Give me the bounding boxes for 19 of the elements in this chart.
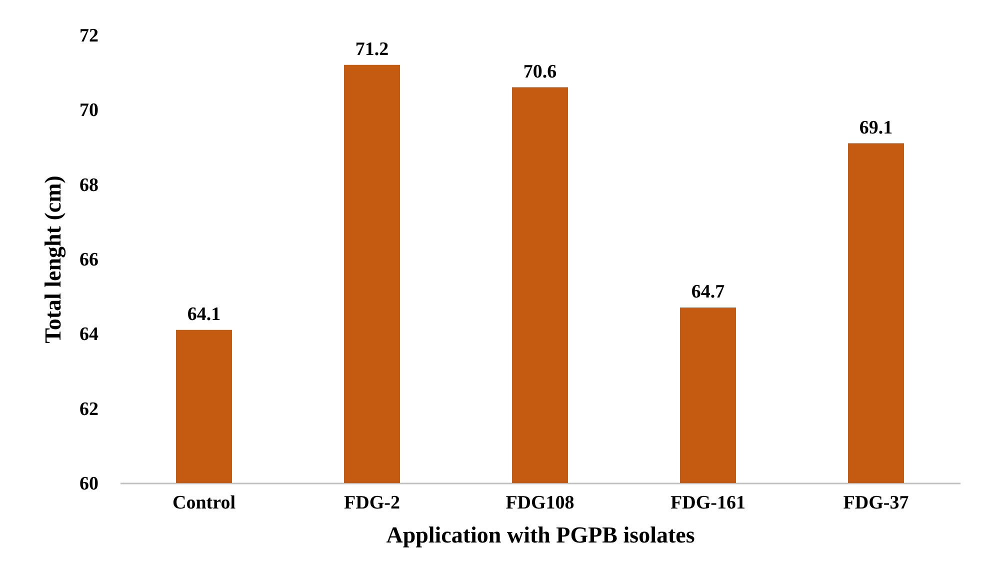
y-tick-label: 62 (80, 398, 98, 420)
y-tick-label: 68 (80, 174, 98, 196)
data-label: 64.1 (187, 304, 221, 325)
x-tick-label: FDG-37 (843, 492, 910, 514)
data-label: 64.7 (691, 282, 726, 303)
y-tick-label: 64 (80, 324, 99, 346)
y-axis-title: Total lenght (cm) (40, 176, 66, 344)
x-tick-label: FDG108 (506, 492, 574, 514)
data-label: 69.1 (859, 117, 893, 138)
data-label: 70.6 (523, 61, 557, 82)
x-tick-label: FDG-2 (344, 492, 400, 514)
y-tick-label: 60 (80, 474, 98, 494)
data-label: 71.2 (355, 38, 389, 60)
y-tick-label: 72 (80, 26, 98, 46)
x-axis-title: Application with PGPB isolates (386, 522, 695, 548)
y-tick-label: 70 (80, 100, 98, 122)
y-tick-label: 66 (80, 250, 98, 270)
x-tick-label: FDG-161 (670, 492, 746, 514)
x-tick-label: Control (172, 492, 236, 514)
